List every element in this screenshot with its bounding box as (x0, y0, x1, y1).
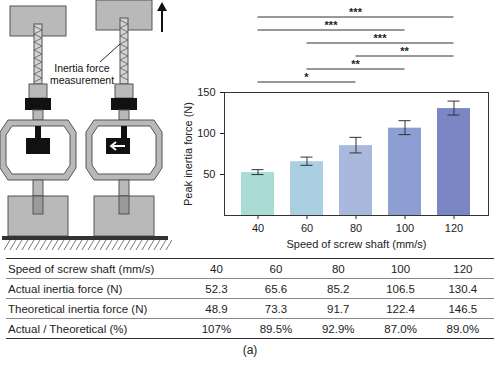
svg-text:***: *** (325, 19, 339, 31)
html-text:89.0%: 89.0% (446, 322, 480, 335)
html-text:87.0%: 87.0% (384, 322, 417, 335)
html-text:89.5%: 89.5% (259, 322, 293, 335)
svg-text:Speed of screw shaft (mm/s): Speed of screw shaft (mm/s) (287, 238, 427, 250)
svg-text:*: * (304, 71, 309, 83)
html-text:40: 40 (210, 262, 223, 275)
html-text:(a): (a) (242, 343, 258, 357)
svg-text:***: *** (349, 6, 363, 18)
html-text:107%: 107% (201, 322, 232, 335)
svg-text:80: 80 (350, 222, 362, 234)
html-text:130.4: 130.4 (448, 282, 478, 295)
html-text:106.5: 106.5 (386, 282, 415, 295)
html-text:100: 100 (391, 262, 411, 275)
svg-text:**: ** (400, 45, 409, 57)
html-text:Actual / Theoretical (%): Actual / Theoretical (%) (8, 322, 128, 335)
html-text:92.9%: 92.9% (322, 322, 355, 335)
svg-text:120: 120 (445, 222, 463, 234)
html-text:48.9: 48.9 (205, 302, 228, 315)
html-text:Actual inertia force (N): Actual inertia force (N) (8, 282, 123, 295)
svg-text:150: 150 (197, 86, 215, 98)
html-text:Theoretical inertia force (N): Theoretical inertia force (N) (8, 302, 148, 315)
html-text:52.3: 52.3 (205, 282, 228, 295)
html-text:73.3: 73.3 (264, 302, 288, 315)
html-text:146.5: 146.5 (448, 302, 478, 315)
svg-text:Peak inertia force (N): Peak inertia force (N) (182, 102, 194, 206)
html-text:122.4: 122.4 (386, 302, 415, 315)
html-text:85.2: 85.2 (327, 282, 350, 295)
svg-text:60: 60 (301, 222, 313, 234)
html-text:80: 80 (331, 262, 345, 275)
svg-text:50: 50 (203, 168, 215, 180)
svg-text:***: *** (374, 32, 388, 44)
svg-text:100: 100 (197, 127, 215, 139)
html-text:Speed of screw shaft (mm/s): Speed of screw shaft (mm/s) (8, 262, 155, 275)
svg-text:**: ** (351, 58, 360, 70)
svg-text:Inertia forcemeasurement: Inertia forcemeasurement (50, 62, 114, 86)
html-text:91.7: 91.7 (327, 302, 350, 315)
html-text:65.6: 65.6 (264, 282, 288, 295)
svg-text:40: 40 (252, 222, 264, 234)
html-text:60: 60 (269, 262, 283, 275)
html-text:120: 120 (453, 262, 473, 275)
svg-text:100: 100 (396, 222, 414, 234)
